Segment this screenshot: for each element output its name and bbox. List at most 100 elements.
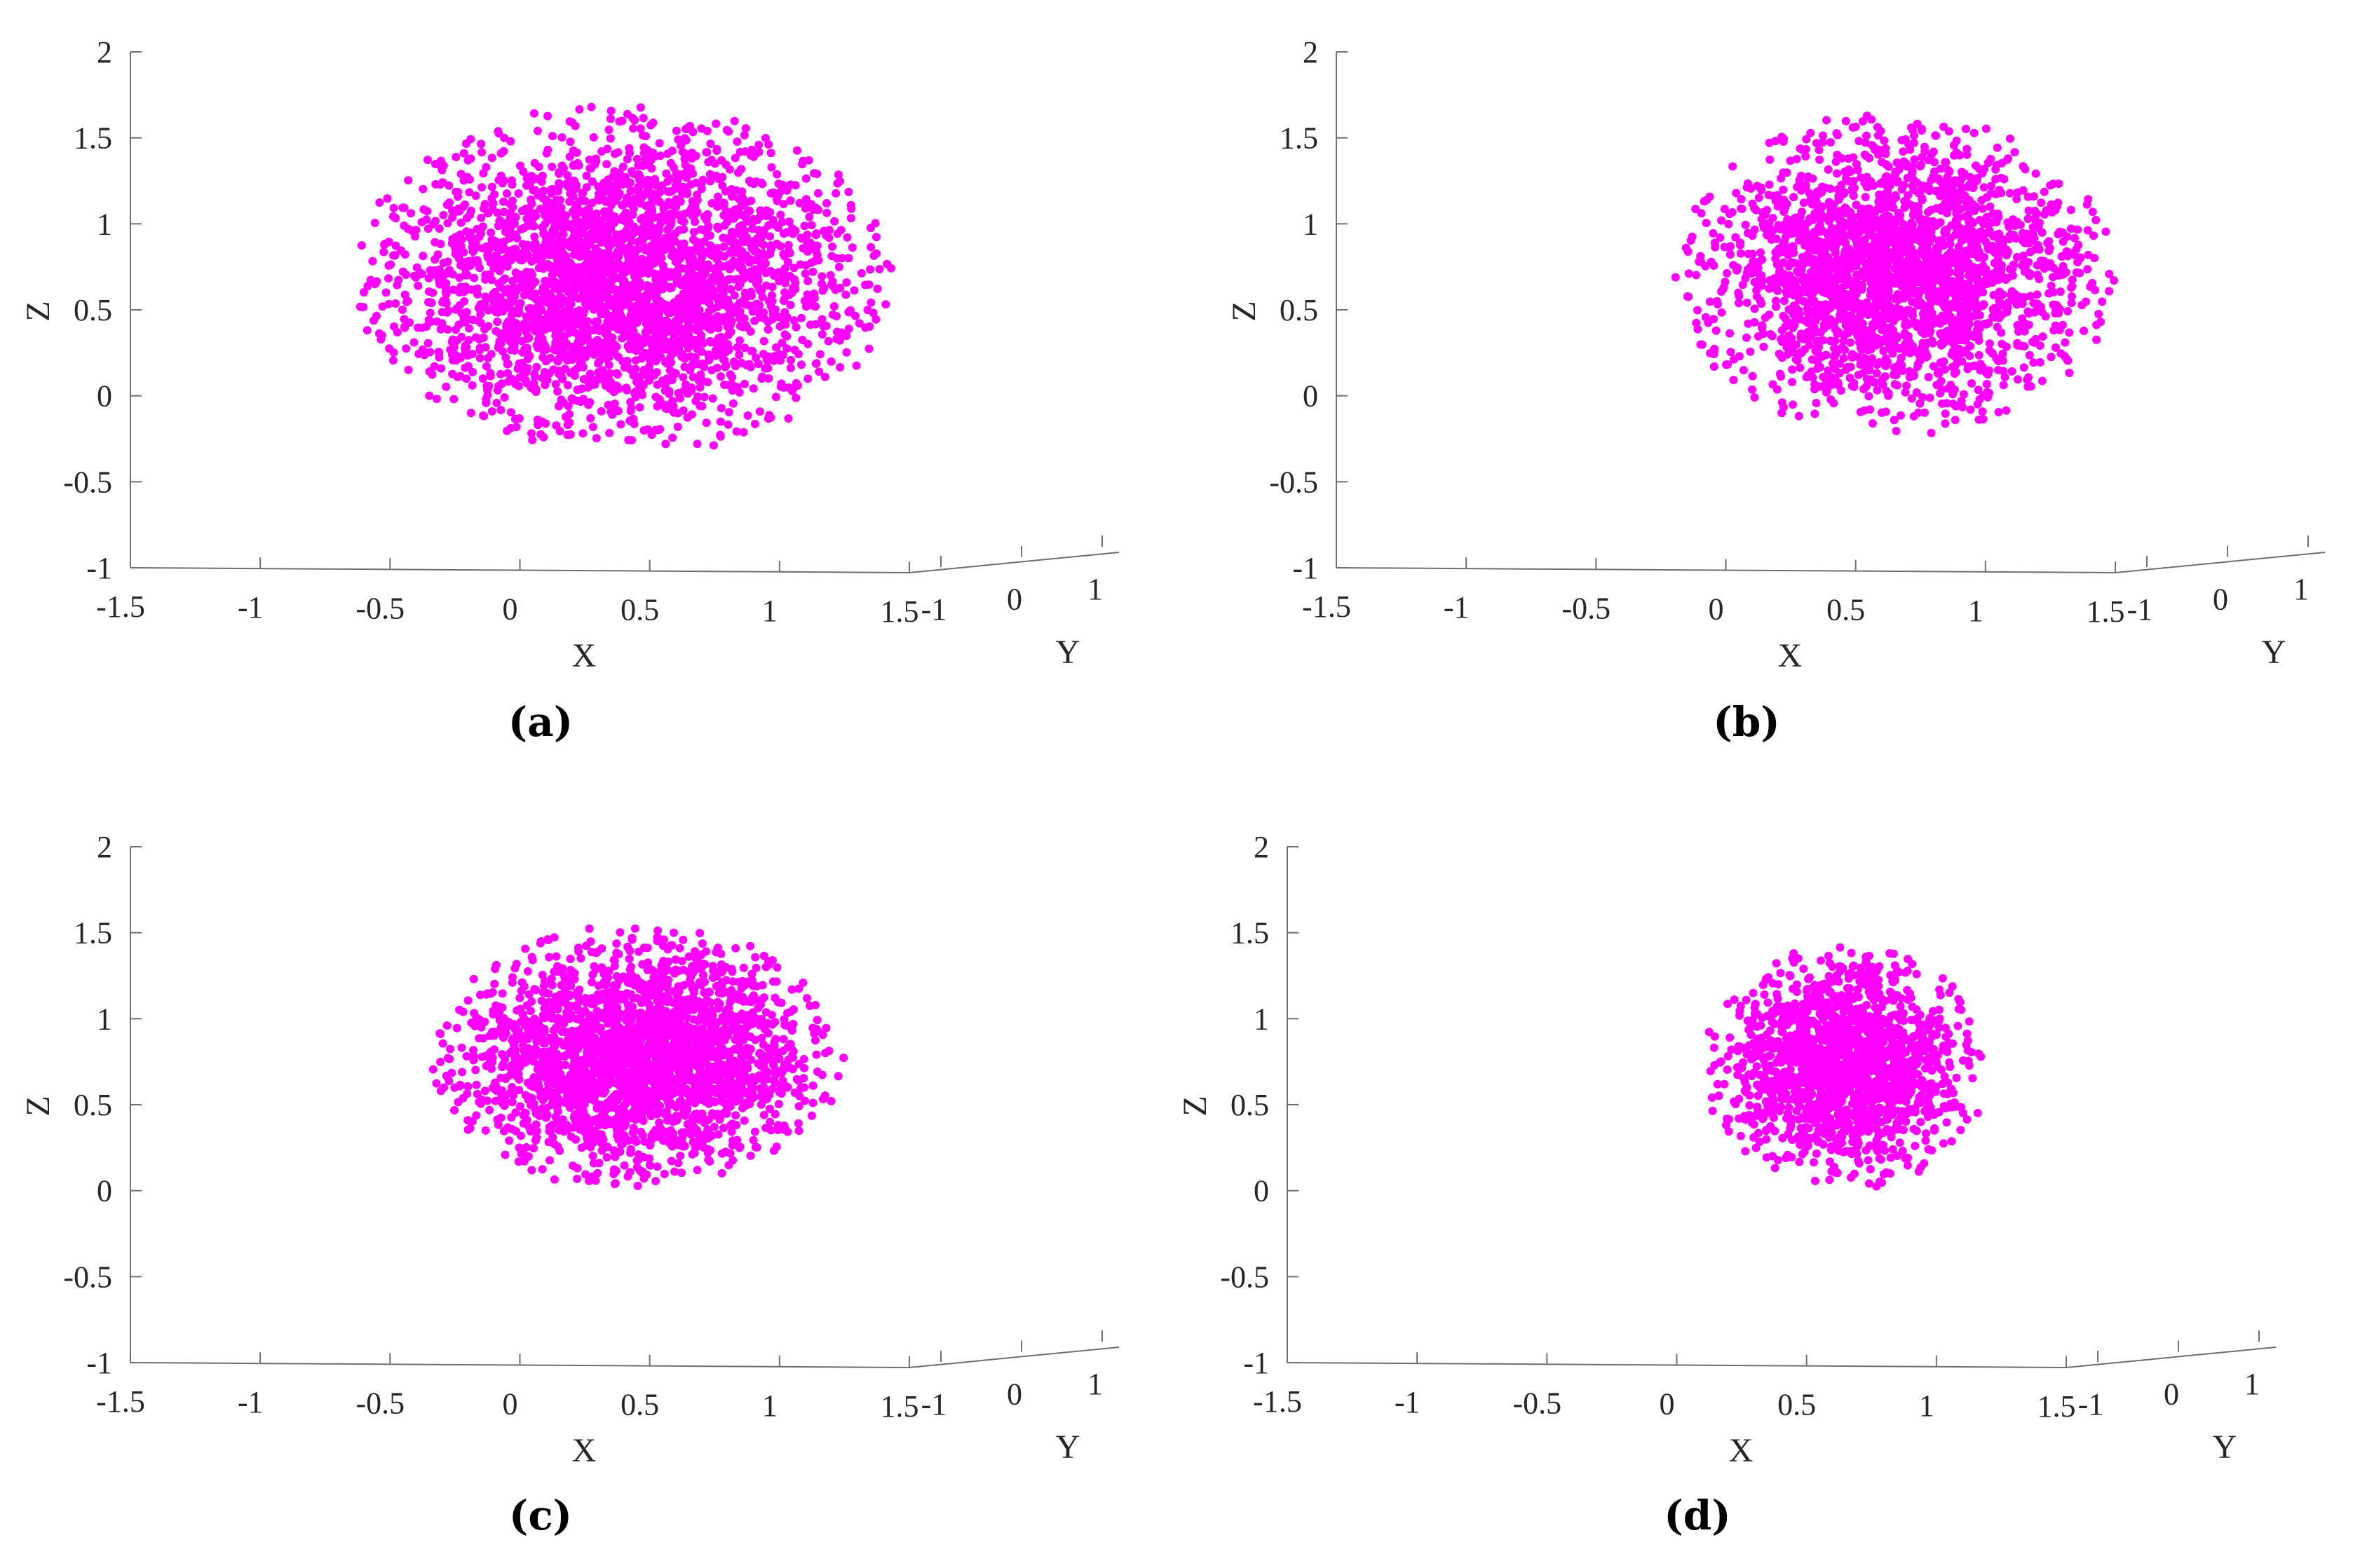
scatter-point xyxy=(822,208,832,217)
scatter-point xyxy=(484,353,492,362)
scatter-point xyxy=(1872,369,1881,378)
scatter-point xyxy=(1711,326,1721,335)
scatter-point xyxy=(569,264,578,273)
scatter-point xyxy=(2038,332,2047,341)
scatter-point xyxy=(786,363,795,372)
scatter-point xyxy=(1869,142,1878,151)
scatter-point xyxy=(842,332,851,341)
scatter-point xyxy=(846,214,855,223)
scatter-point xyxy=(381,288,391,297)
scatter-point xyxy=(1843,362,1852,371)
scatter-point xyxy=(792,322,801,332)
scatter-point xyxy=(441,283,450,292)
scatter-point xyxy=(486,369,495,378)
scatter-point xyxy=(1812,399,1821,407)
z-tick-label: -0.5 xyxy=(63,465,112,499)
scatter-point xyxy=(677,352,686,361)
scatter-point xyxy=(785,249,794,257)
scatter-point xyxy=(549,365,558,374)
scatter-point xyxy=(666,282,675,292)
scatter-point xyxy=(1840,261,1849,270)
scatter-point xyxy=(725,165,734,174)
scatter-point xyxy=(723,339,732,348)
scatter-point xyxy=(493,253,502,262)
scatter-point xyxy=(603,317,612,326)
scatter-point xyxy=(407,209,415,218)
scatter-point xyxy=(522,368,530,377)
scatter-point xyxy=(721,207,731,216)
scatter-point xyxy=(1920,408,1929,417)
scatter-point xyxy=(758,179,767,189)
scatter-point xyxy=(494,127,503,136)
scatter-point xyxy=(1882,160,1891,169)
scatter-point xyxy=(772,239,781,248)
scatter-point xyxy=(642,149,651,158)
scatter-point xyxy=(1738,280,1747,289)
scatter-point xyxy=(708,251,717,260)
scatter-point xyxy=(538,353,548,362)
scatter-point xyxy=(818,315,827,324)
scatter-point xyxy=(675,254,684,264)
scatter-point xyxy=(855,319,864,328)
scatter-point xyxy=(723,217,732,226)
scatter-point xyxy=(540,368,549,376)
scatter-point xyxy=(536,342,545,351)
scatter-point xyxy=(1709,261,1718,270)
scatter-point xyxy=(594,195,603,203)
scatter-point xyxy=(573,396,582,405)
scatter-point xyxy=(828,310,837,319)
scatter-point xyxy=(468,367,477,376)
scatter-points xyxy=(355,102,895,450)
scatter-point xyxy=(755,313,764,322)
scatter-point xyxy=(841,290,850,299)
scatter-point xyxy=(2088,278,2097,287)
scatter-point xyxy=(661,439,670,449)
scatter-point xyxy=(784,240,793,250)
scatter-point xyxy=(1794,411,1803,421)
scatter-point xyxy=(687,383,696,393)
scatter-point xyxy=(432,395,441,404)
scatter-point xyxy=(555,180,564,189)
scatter-point xyxy=(780,264,789,273)
scatter-point xyxy=(468,247,477,257)
scatter-point xyxy=(548,163,557,171)
scatter-point xyxy=(368,257,377,266)
scatter-point xyxy=(1862,151,1871,161)
scatter-point xyxy=(663,177,672,186)
scatter-point xyxy=(801,196,811,205)
scatter-point xyxy=(519,320,528,329)
scatter-point xyxy=(482,242,491,251)
scatter-point xyxy=(405,318,414,327)
scatter-point xyxy=(637,238,646,247)
scatter-point xyxy=(775,356,785,365)
scatter-point xyxy=(679,225,689,234)
scatter-point xyxy=(1789,400,1797,409)
scatter-point xyxy=(635,403,644,412)
scatter-point xyxy=(623,341,632,350)
scatter-point xyxy=(764,318,773,327)
scatter-point xyxy=(480,411,489,421)
scatter-point xyxy=(787,224,796,233)
scatter-point xyxy=(584,204,593,213)
scatter-point xyxy=(829,302,839,311)
scatter-point xyxy=(771,393,780,402)
scatter-point xyxy=(463,351,473,360)
scatter-point xyxy=(834,170,843,179)
scatter-point xyxy=(708,315,717,324)
scatter-point xyxy=(504,377,513,386)
scatter-point xyxy=(1949,151,1958,160)
scatter-point xyxy=(2023,192,2033,201)
scatter-point xyxy=(660,304,669,313)
scatter-point xyxy=(593,317,602,326)
scatter-point xyxy=(1884,389,1893,398)
scatter-point xyxy=(1961,124,1970,133)
scatter-point xyxy=(522,343,531,353)
scatter-point xyxy=(697,124,706,133)
scatter-point xyxy=(813,170,822,178)
scatter-point xyxy=(623,326,631,335)
scatter-point xyxy=(1869,273,1878,282)
scatter-point xyxy=(735,238,745,247)
scatter-point xyxy=(1853,165,1862,175)
scatter-point xyxy=(514,189,523,198)
